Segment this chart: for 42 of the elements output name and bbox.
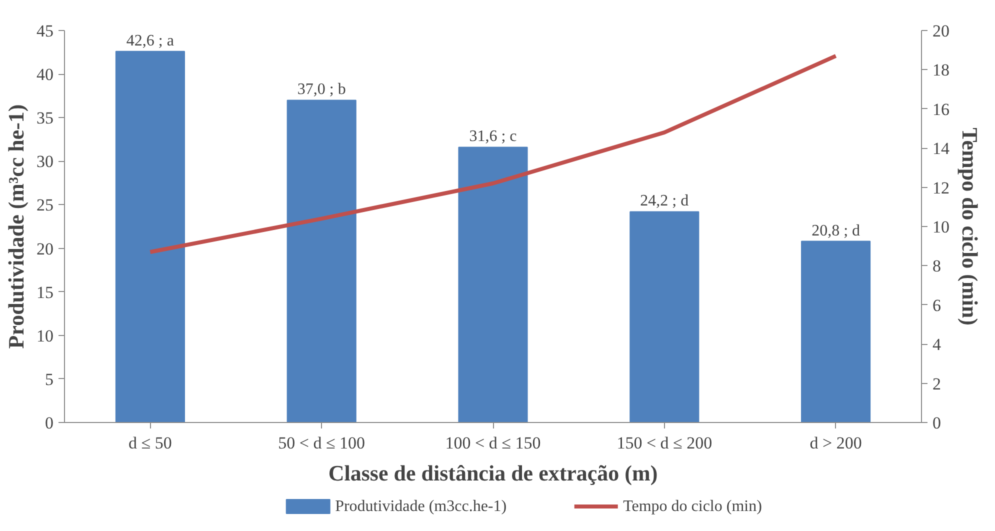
bar	[115, 50, 185, 422]
y-tick-label: 10	[36, 326, 54, 346]
legend-label: Produtividade (m3cc.he-1)	[335, 498, 507, 515]
y2-tick-label: 14	[932, 139, 950, 158]
y-axis-title: Produtividade (m³cc he-1)	[4, 104, 28, 349]
y-tick-label: 35	[36, 108, 54, 128]
y2-tick-label: 8	[932, 256, 941, 276]
x-tick-label: d > 200	[810, 434, 862, 452]
y-tick-label: 0	[45, 414, 54, 432]
y-tick-label: 30	[36, 152, 54, 172]
x-tick-label: 100 < d ≤ 150	[445, 434, 541, 452]
data-label: 42,6 ; a	[126, 32, 174, 50]
bar	[801, 240, 871, 422]
y-tick-label: 45	[36, 22, 54, 40]
y2-tick-label: 4	[932, 335, 942, 354]
y2-tick-label: 0	[932, 414, 941, 432]
data-label: 24,2 ; d	[640, 192, 689, 210]
x-tick-label: 50 < d ≤ 100	[278, 434, 366, 452]
data-label: 20,8 ; d	[812, 222, 860, 240]
y-tick-label: 5	[45, 370, 54, 389]
y-tick-label: 15	[36, 282, 54, 302]
y2-tick-label: 10	[932, 218, 950, 236]
y-tick-label: 25	[36, 196, 54, 215]
y2-tick-label: 12	[932, 178, 950, 198]
x-tick-label: 150 < d ≤ 200	[616, 434, 712, 452]
legend-label: Tempo do ciclo (min)	[623, 498, 762, 515]
bar	[458, 146, 528, 422]
bar	[630, 211, 700, 422]
y2-tick-label: 16	[932, 100, 950, 119]
y2-tick-label: 18	[932, 60, 950, 80]
y-tick-label: 20	[36, 239, 54, 258]
bar	[286, 100, 356, 422]
x-tick-label: d ≤ 50	[128, 434, 172, 452]
y2-tick-label: 6	[932, 296, 941, 315]
data-label: 31,6 ; c	[469, 128, 517, 146]
line-series	[148, 54, 838, 254]
y2-tick-label: 20	[932, 22, 950, 40]
data-label: 37,0 ; b	[297, 81, 346, 98]
x-axis-title: Classe de distância de extração (m)	[328, 460, 658, 486]
y-tick-label: 40	[36, 65, 54, 84]
y2-axis-title: Tempo do ciclo (min)	[958, 128, 982, 326]
y2-tick-label: 2	[932, 374, 941, 394]
